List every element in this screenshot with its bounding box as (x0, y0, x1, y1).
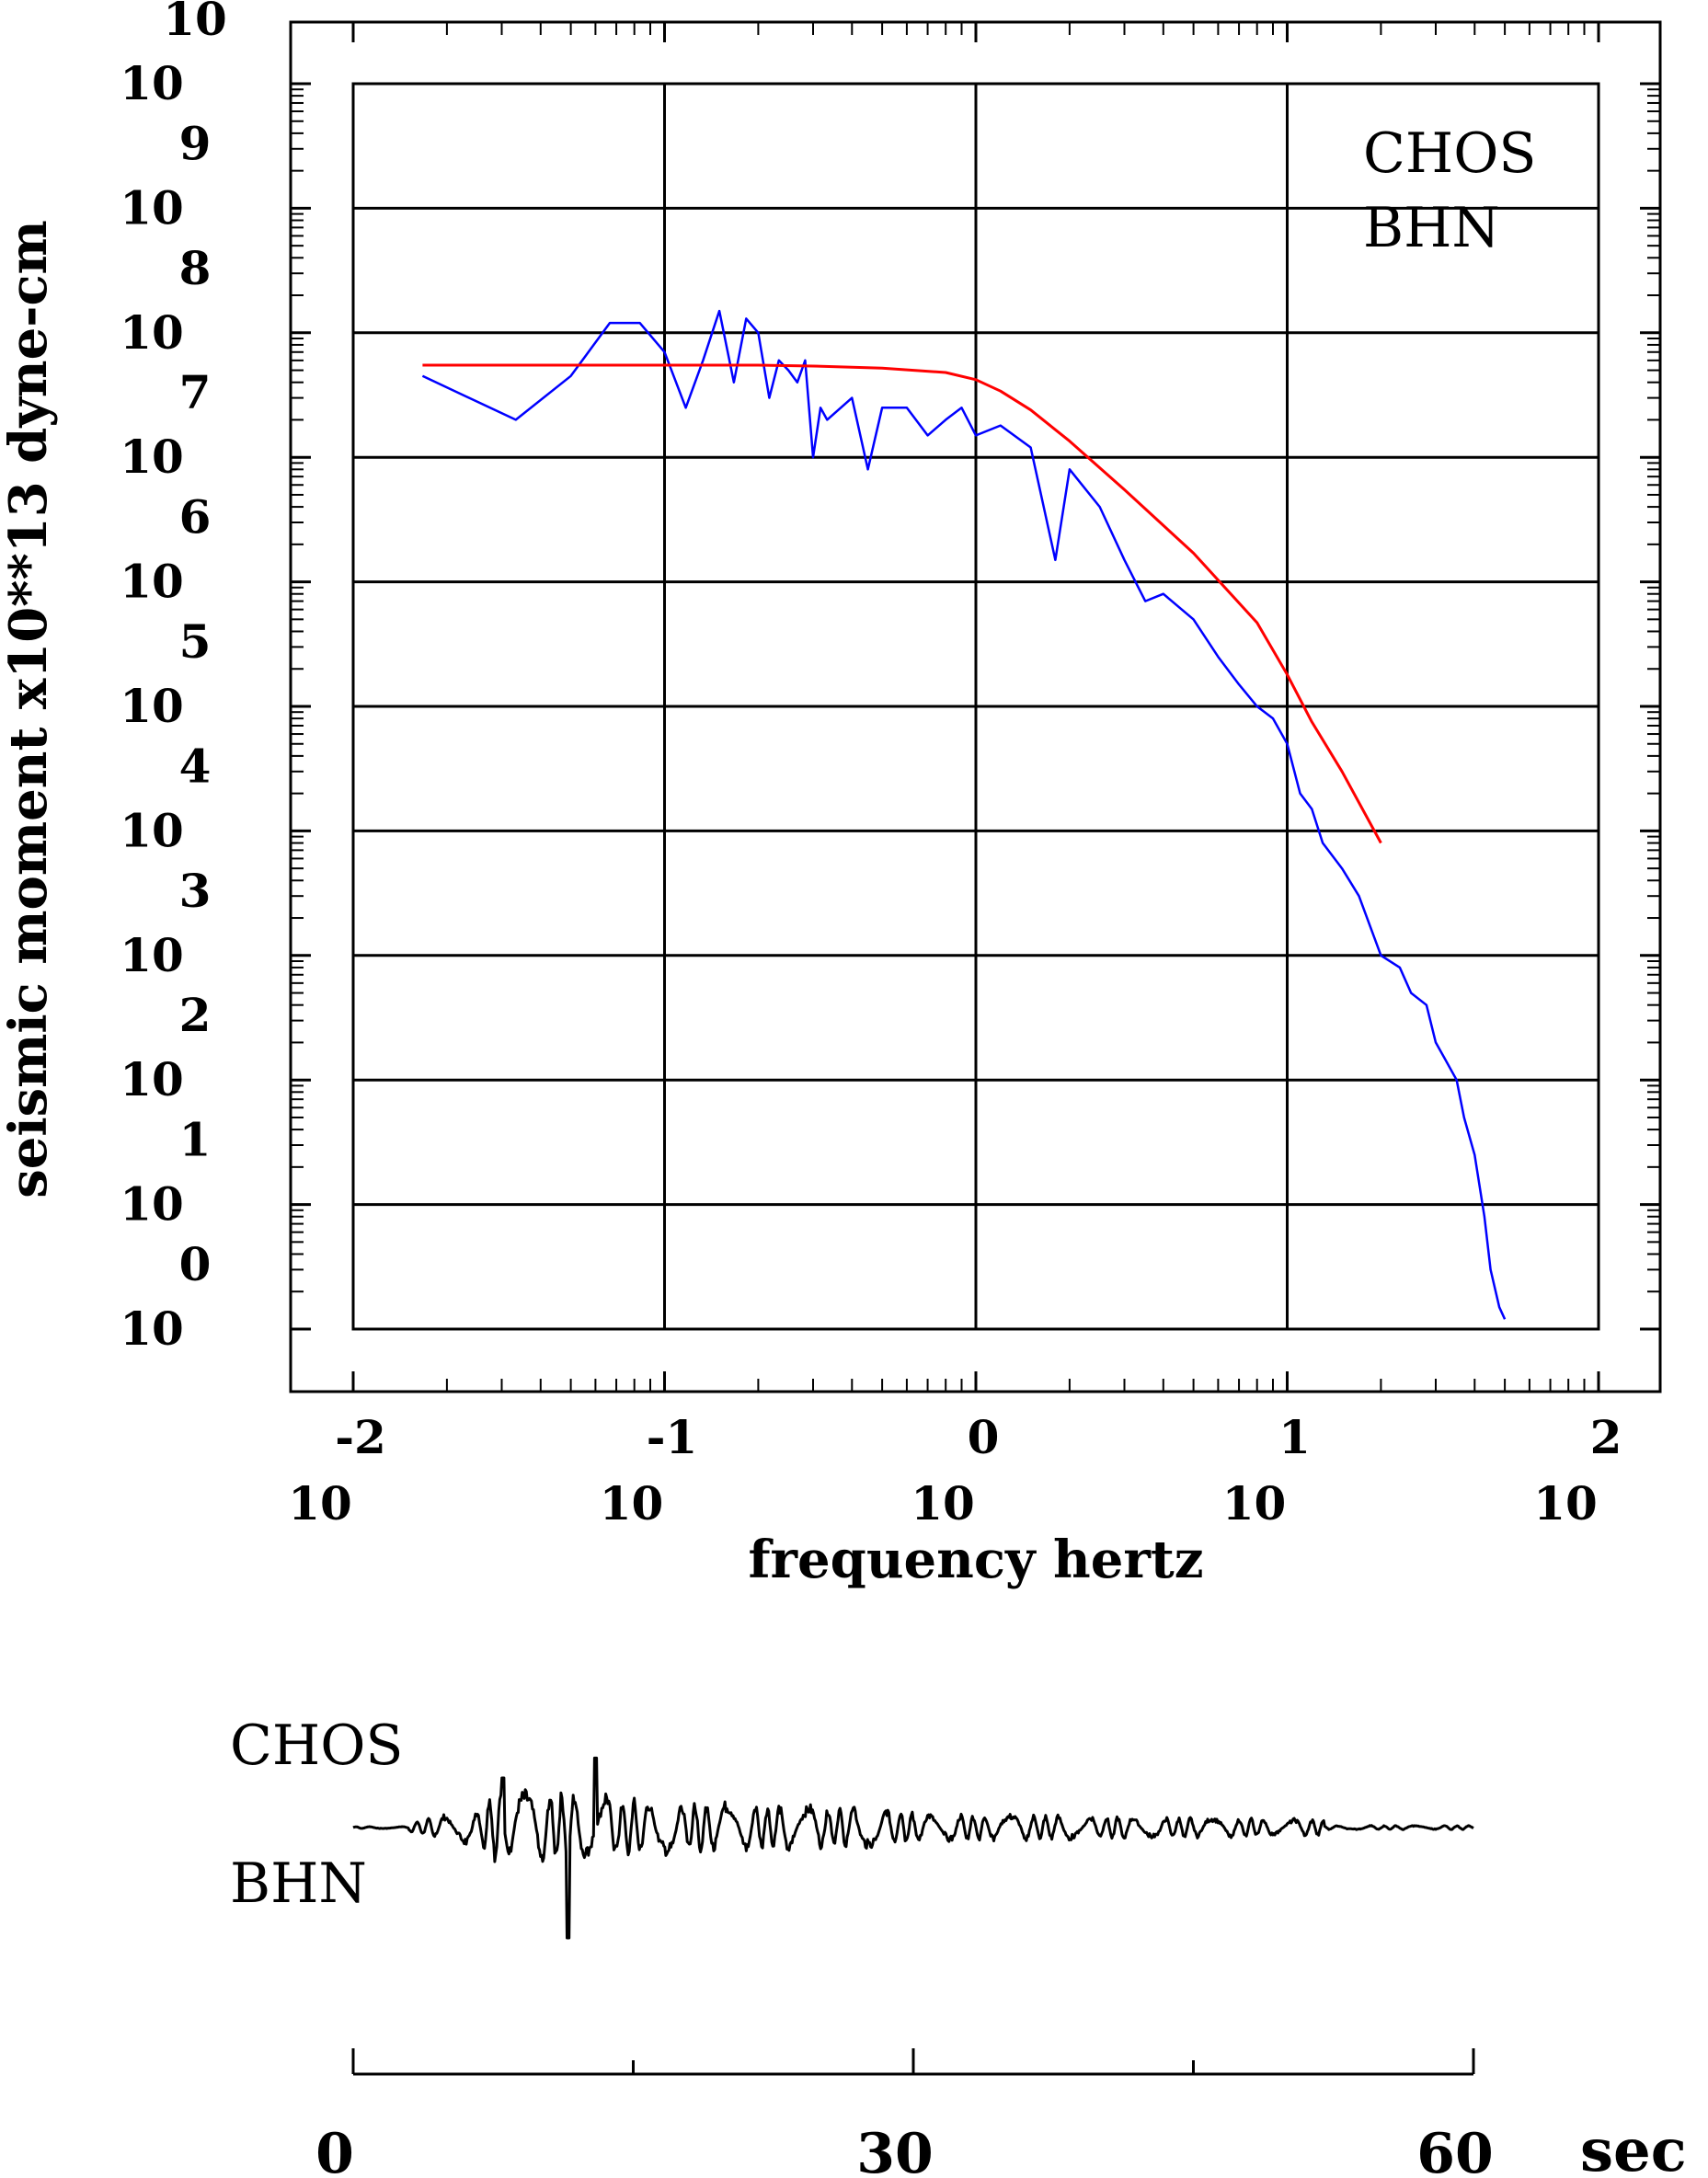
x-tick-exponent: -2 (335, 1410, 386, 1464)
x-tick-base: 10 (288, 1476, 352, 1530)
x-tick-base: 10 (600, 1476, 664, 1530)
y-axis-title: seismic moment x10**13 dyne-cm (0, 220, 59, 1198)
y-tick-exponent: 7 (179, 365, 212, 419)
y-tick-exponent: 1 (179, 1113, 212, 1167)
y-tick-base: 10 (120, 56, 184, 110)
waveform-trace (352, 1756, 1474, 1940)
model-fit-line (422, 363, 1382, 844)
time-tick-label: 60 (1416, 2122, 1494, 2178)
y-tick-base: 10 (120, 430, 184, 484)
y-tick-base: 10 (120, 555, 184, 609)
y-tick-base: 10 (120, 679, 184, 733)
y-tick-exponent: 10 (163, 0, 227, 46)
y-tick-exponent: 6 (179, 490, 212, 544)
x-tick-base: 10 (1222, 1476, 1287, 1530)
y-tick-exponent: 5 (179, 614, 212, 669)
y-tick-exponent: 9 (179, 116, 212, 170)
x-tick-base: 10 (1533, 1476, 1598, 1530)
spectrum-line (421, 309, 1507, 1320)
x-tick-base: 10 (911, 1476, 975, 1530)
waveform-station: CHOS (230, 1714, 404, 1778)
y-tick-exponent: 0 (179, 1237, 212, 1291)
x-tick-exponent: -1 (647, 1410, 698, 1464)
annotation-channel: BHN (1363, 196, 1500, 260)
y-tick-exponent: 4 (179, 739, 212, 793)
x-tick-exponent: 0 (968, 1410, 1000, 1464)
waveform-trace-layer (352, 1756, 1474, 1940)
annotation-station: CHOS (1363, 121, 1537, 186)
y-tick-base: 10 (120, 928, 184, 982)
y-tick-base: 10 (120, 1301, 184, 1356)
grid (353, 84, 1599, 1329)
y-tick-base: 10 (120, 1052, 184, 1106)
time-tick-label: 0 (315, 2122, 354, 2178)
series-layer (421, 309, 1507, 1320)
y-tick-base: 10 (120, 305, 184, 360)
y-tick-base: 10 (120, 180, 184, 235)
y-tick-base: 10 (120, 1177, 184, 1232)
x-tick-exponent: 2 (1590, 1410, 1622, 1464)
y-tick-exponent: 2 (179, 988, 212, 1042)
time-axis-ticks (351, 2048, 1475, 2074)
time-axis-title: sec (1580, 2116, 1687, 2178)
y-tick-base: 10 (120, 803, 184, 857)
x-tick-exponent: 1 (1278, 1410, 1311, 1464)
y-tick-exponent: 8 (179, 241, 212, 295)
x-axis-title: frequency hertz (748, 1530, 1203, 1590)
axis-ticks (291, 22, 1660, 1392)
y-tick-exponent: 3 (179, 864, 212, 918)
x-tick-labels: -2 10 -1 10 0 10 1 10 2 10 (288, 1410, 1622, 1530)
waveform-channel: BHN (230, 1851, 367, 1916)
time-tick-labels: 0 30 60 (315, 2122, 1494, 2178)
waveform-chart: CHOS BHN 0 30 60 sec (230, 1714, 1687, 2178)
time-tick-label: 30 (856, 2122, 934, 2178)
